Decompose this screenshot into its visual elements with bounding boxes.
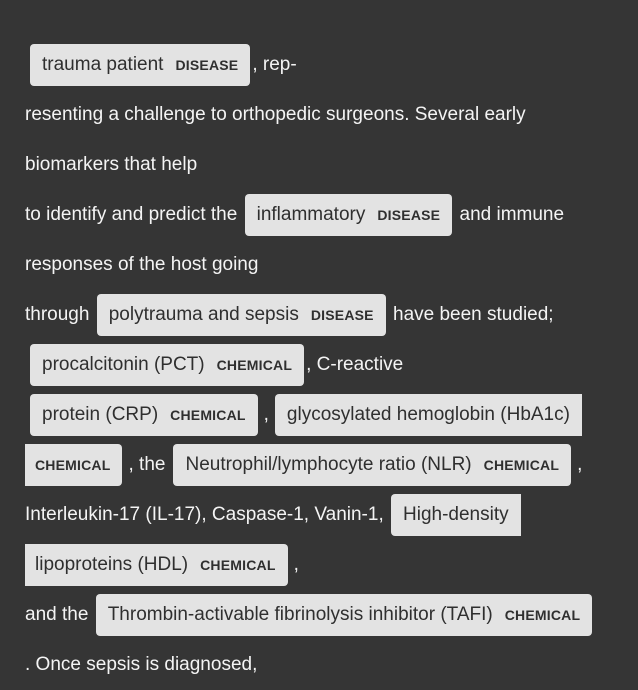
text-line: procalcitonin (PCT) CHEMICAL , C-reactive bbox=[25, 340, 638, 390]
text-line: protein (CRP) CHEMICAL , glycosylated hem… bbox=[25, 390, 638, 440]
text-span: , bbox=[293, 554, 299, 575]
text-span: have been studied; bbox=[393, 304, 554, 325]
text-line: responses of the host going bbox=[25, 240, 638, 290]
text-span: , C-reactive bbox=[306, 354, 404, 375]
text-span: , the bbox=[128, 454, 166, 475]
text-span: , bbox=[577, 454, 583, 475]
text-span: to identify and predict the bbox=[25, 204, 238, 225]
entity-highlight-disease[interactable]: inflammatory DISEASE bbox=[244, 194, 453, 236]
entity-text: Thrombin-activable fibrinolysis inhibito… bbox=[107, 604, 493, 625]
entity-highlight-chemical[interactable]: protein (CRP) CHEMICAL bbox=[30, 394, 258, 436]
text-span: biomarkers that help bbox=[25, 154, 198, 175]
text-line: trauma patient DISEASE , rep- bbox=[25, 40, 638, 90]
entity-label: DISEASE bbox=[377, 207, 441, 223]
text-line: biomarkers that help bbox=[25, 140, 638, 190]
entity-label: DISEASE bbox=[175, 57, 239, 73]
entity-label: CHEMICAL bbox=[216, 357, 293, 373]
text-span: Interleukin-17 (IL-17), Caspase-1, Vanin… bbox=[25, 504, 384, 525]
text-span: , bbox=[263, 404, 269, 425]
entity-highlight-chemical-continued[interactable]: lipoproteins (HDL) CHEMICAL bbox=[25, 544, 288, 586]
entity-text: polytrauma and sepsis bbox=[108, 304, 299, 325]
text-span: through bbox=[25, 304, 90, 325]
entity-label: CHEMICAL bbox=[200, 557, 276, 573]
entity-label: CHEMICAL bbox=[170, 407, 246, 423]
entity-highlight-disease[interactable]: trauma patient DISEASE bbox=[30, 44, 251, 86]
text-line: resenting a challenge to orthopedic surg… bbox=[25, 90, 638, 140]
annotated-document: trauma patient DISEASE , rep- resenting a… bbox=[25, 0, 638, 690]
entity-text: trauma patient bbox=[42, 54, 164, 75]
text-line: Interleukin-17 (IL-17), Caspase-1, Vanin… bbox=[25, 490, 638, 540]
entity-text: protein (CRP) bbox=[42, 404, 159, 425]
entity-highlight-chemical[interactable]: High-density bbox=[391, 494, 521, 536]
entity-highlight-chemical[interactable]: glycosylated hemoglobin (HbA1c) bbox=[274, 394, 582, 436]
text-line: through polytrauma and sepsis DISEASE hav… bbox=[25, 290, 638, 340]
text-span: and the bbox=[25, 604, 89, 625]
entity-text: glycosylated hemoglobin (HbA1c) bbox=[286, 404, 570, 425]
entity-text: lipoproteins (HDL) bbox=[35, 554, 189, 575]
entity-label: DISEASE bbox=[310, 307, 374, 323]
text-span: resenting a challenge to orthopedic surg… bbox=[25, 104, 526, 125]
text-span: responses of the host going bbox=[25, 254, 259, 275]
entity-highlight-chemical[interactable]: procalcitonin (PCT) CHEMICAL bbox=[30, 344, 305, 386]
entity-highlight-chemical[interactable]: Neutrophil/lymphocyte ratio (NLR) CHEMICA… bbox=[173, 444, 572, 486]
entity-label: CHEMICAL bbox=[35, 457, 111, 473]
text-span: and immune bbox=[459, 204, 565, 225]
text-line: CHEMICAL , the Neutrophil/lymphocyte rat… bbox=[25, 440, 638, 490]
entity-highlight-disease[interactable]: polytrauma and sepsis DISEASE bbox=[96, 294, 386, 336]
text-line: to identify and predict the inflammatory… bbox=[25, 190, 638, 240]
text-line: lipoproteins (HDL) CHEMICAL , bbox=[25, 540, 638, 590]
text-line: . Once sepsis is diagnosed, bbox=[25, 640, 638, 690]
entity-label: CHEMICAL bbox=[483, 457, 560, 473]
entity-label: CHEMICAL bbox=[504, 607, 581, 623]
entity-highlight-chemical-continued[interactable]: CHEMICAL bbox=[25, 444, 123, 486]
text-span: , rep- bbox=[252, 54, 297, 75]
entity-text: procalcitonin (PCT) bbox=[42, 354, 205, 375]
entity-highlight-chemical[interactable]: Thrombin-activable fibrinolysis inhibito… bbox=[95, 594, 593, 636]
entity-text: High-density bbox=[403, 504, 509, 525]
entity-text: inflammatory bbox=[256, 204, 366, 225]
entity-text: Neutrophil/lymphocyte ratio (NLR) bbox=[185, 454, 472, 475]
text-line: and the Thrombin-activable fibrinolysis … bbox=[25, 590, 638, 640]
text-line bbox=[25, 0, 638, 40]
